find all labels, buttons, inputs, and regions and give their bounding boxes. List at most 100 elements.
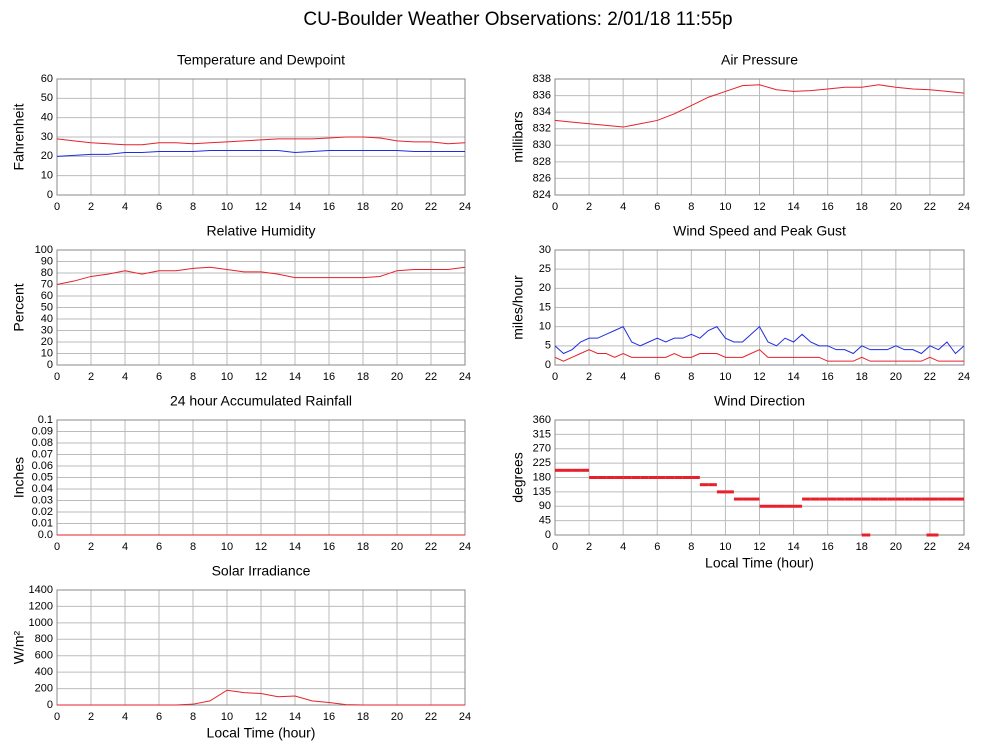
x-tick-label: 20 <box>391 711 403 723</box>
y-tick-label: 0 <box>47 699 53 711</box>
y-tick-label: 828 <box>533 156 551 168</box>
point <box>725 490 734 494</box>
series-line <box>56 150 465 157</box>
x-tick-label: 6 <box>156 371 162 383</box>
point <box>759 504 768 508</box>
y-tick-label: 50 <box>41 301 53 313</box>
y-tick-label: 826 <box>533 172 551 184</box>
point <box>793 504 803 508</box>
y-tick-label: 0.05 <box>32 471 53 483</box>
series-line <box>554 84 965 128</box>
point <box>674 476 683 479</box>
x-tick-label: 10 <box>221 711 233 723</box>
y-tick-label: 0.04 <box>32 483 53 495</box>
point <box>699 483 709 487</box>
point <box>631 476 641 479</box>
x-tick-label: 8 <box>190 201 196 213</box>
plot-border <box>56 589 466 706</box>
y-tick-label: 90 <box>539 500 551 512</box>
y-tick-label: 20 <box>41 150 53 162</box>
x-tick-label: 22 <box>425 201 437 213</box>
panel-title: 24 hour Accumulated Rainfall <box>170 393 352 409</box>
point <box>836 497 845 501</box>
x-tick-label: 2 <box>88 371 94 383</box>
x-tick-label: 20 <box>391 541 403 553</box>
y-axis-label: W/m² <box>11 630 27 664</box>
x-tick-label: 18 <box>856 201 868 213</box>
x-tick-label: 18 <box>357 371 369 383</box>
page-title: CU-Boulder Weather Observations: 2/01/18… <box>303 9 732 30</box>
point <box>929 497 939 501</box>
y-tick-label: 135 <box>533 486 551 498</box>
x-tick-label: 14 <box>787 371 799 383</box>
y-tick-label: 45 <box>539 515 551 527</box>
panel-title: Air Pressure <box>721 52 798 68</box>
x-tick-label: 8 <box>688 541 694 553</box>
point <box>640 476 649 479</box>
x-tick-label: 12 <box>255 541 267 553</box>
point <box>716 490 726 494</box>
point <box>614 476 624 479</box>
y-tick-label: 832 <box>533 123 551 135</box>
x-tick-label: 18 <box>856 541 868 553</box>
panel-title: Wind Direction <box>714 393 805 409</box>
x-tick-label: 16 <box>822 201 834 213</box>
panel-title: Temperature and Dewpoint <box>177 52 345 68</box>
y-tick-label: 40 <box>41 313 53 325</box>
x-tick-label: 8 <box>688 201 694 213</box>
x-tick-label: 24 <box>958 371 970 383</box>
x-tick-label: 22 <box>425 371 437 383</box>
y-tick-label: 180 <box>533 471 551 483</box>
x-tick-label: 4 <box>620 201 626 213</box>
y-tick-label: 0.0 <box>38 529 53 541</box>
x-tick-label: 0 <box>54 711 60 723</box>
x-tick-label: 12 <box>753 371 765 383</box>
point <box>844 497 854 501</box>
point <box>750 497 760 501</box>
x-tick-label: 4 <box>620 371 626 383</box>
y-tick-label: 0 <box>47 189 53 201</box>
x-tick-label: 4 <box>122 371 128 383</box>
x-tick-label: 6 <box>654 371 660 383</box>
x-tick-label: 0 <box>54 541 60 553</box>
point <box>810 497 820 501</box>
x-tick-label: 4 <box>122 711 128 723</box>
x-tick-label: 20 <box>391 371 403 383</box>
x-tick-label: 24 <box>459 371 471 383</box>
x-tick-label: 24 <box>459 541 471 553</box>
point <box>946 497 956 501</box>
x-tick-label: 18 <box>357 201 369 213</box>
x-tick-label: 14 <box>289 541 301 553</box>
y-tick-label: 30 <box>41 324 53 336</box>
series-line <box>554 349 964 362</box>
x-tick-label: 22 <box>425 541 437 553</box>
y-tick-label: 25 <box>539 263 551 275</box>
x-tick-label: 20 <box>890 371 902 383</box>
x-tick-label: 18 <box>357 711 369 723</box>
plot-border <box>56 78 466 196</box>
y-tick-label: 90 <box>41 255 53 267</box>
x-tick-label: 18 <box>856 371 868 383</box>
y-tick-label: 360 <box>533 414 551 426</box>
point <box>827 497 837 501</box>
y-tick-label: 50 <box>41 92 53 104</box>
y-tick-label: 20 <box>41 336 53 348</box>
y-axis-label: millibars <box>510 111 526 162</box>
x-tick-label: 24 <box>459 201 471 213</box>
y-tick-label: 10 <box>539 321 551 333</box>
point <box>555 468 564 472</box>
panel: Wind Speed and Peak Gust miles/hour 0 5 10 15… <box>510 223 970 383</box>
point <box>589 476 598 479</box>
point <box>819 497 828 501</box>
point <box>665 476 675 479</box>
x-tick-label: 8 <box>688 371 694 383</box>
point <box>861 533 871 537</box>
x-tick-label: 8 <box>190 371 196 383</box>
point <box>563 468 573 472</box>
panel-title: Relative Humidity <box>207 223 316 239</box>
panel: 24 hour Accumulated RainfallInches0.00.0… <box>11 393 471 553</box>
x-tick-label: 14 <box>289 201 301 213</box>
x-tick-label: 6 <box>654 201 660 213</box>
x-tick-label: 8 <box>190 541 196 553</box>
y-tick-label: 60 <box>41 290 53 302</box>
